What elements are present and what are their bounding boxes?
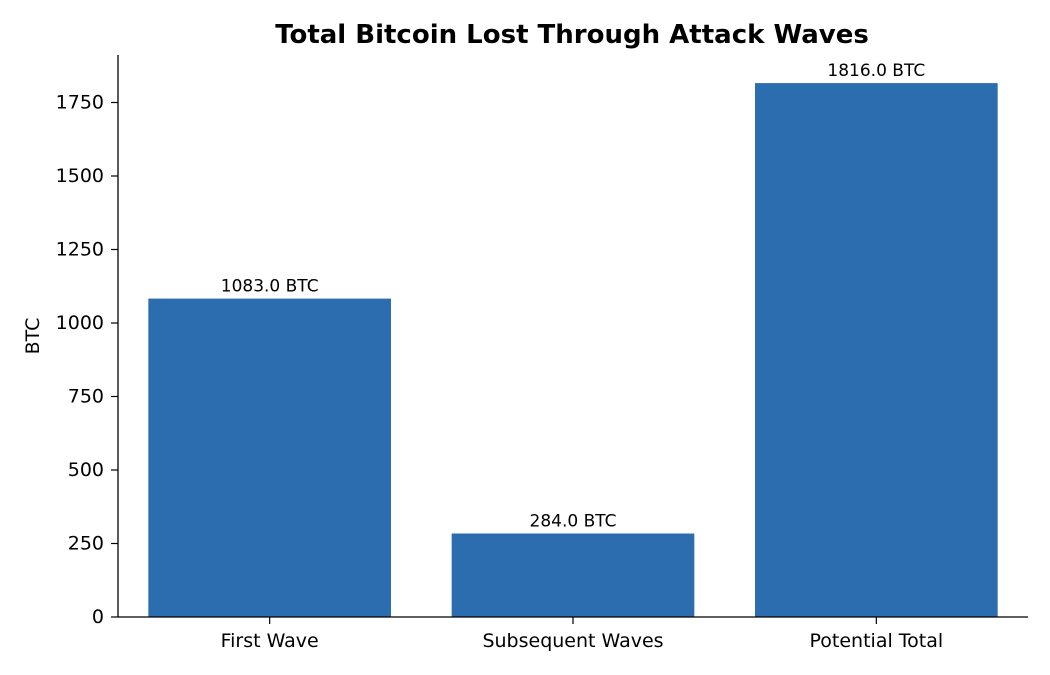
y-tick-label: 1500 bbox=[56, 165, 104, 187]
y-axis-label: BTC bbox=[22, 318, 44, 355]
y-tick-label: 250 bbox=[68, 533, 104, 555]
bars-group bbox=[148, 83, 998, 617]
bar bbox=[755, 83, 998, 617]
x-tick-label: First Wave bbox=[221, 630, 319, 652]
x-tick-label: Potential Total bbox=[810, 630, 944, 652]
y-tick-label: 500 bbox=[68, 459, 104, 481]
bar-value-label: 1816.0 BTC bbox=[827, 61, 925, 81]
y-tick-label: 1750 bbox=[56, 92, 104, 114]
y-tick-label: 750 bbox=[68, 386, 104, 408]
x-tick-label: Subsequent Waves bbox=[482, 630, 663, 652]
x-axis-ticks: First Wave Subsequent Waves Potential Tota… bbox=[221, 617, 944, 652]
y-axis-ticks: 0 250 500 750 1000 1250 1500 1750 bbox=[56, 92, 118, 628]
bar-value-label: 1083.0 BTC bbox=[221, 277, 319, 297]
bar bbox=[148, 298, 391, 617]
bar bbox=[451, 533, 695, 617]
y-tick-label: 1250 bbox=[56, 239, 104, 261]
bar-labels-group: 1083.0 BTC 284.0 BTC 1816.0 BTC bbox=[221, 61, 925, 531]
y-tick-label: 0 bbox=[92, 606, 104, 628]
bar-value-label: 284.0 BTC bbox=[530, 512, 617, 532]
chart-title: Total Bitcoin Lost Through Attack Waves bbox=[275, 20, 869, 50]
y-tick-label: 1000 bbox=[56, 312, 104, 334]
